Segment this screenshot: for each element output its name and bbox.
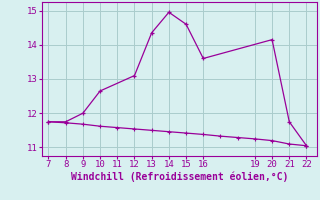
X-axis label: Windchill (Refroidissement éolien,°C): Windchill (Refroidissement éolien,°C) — [70, 172, 288, 182]
